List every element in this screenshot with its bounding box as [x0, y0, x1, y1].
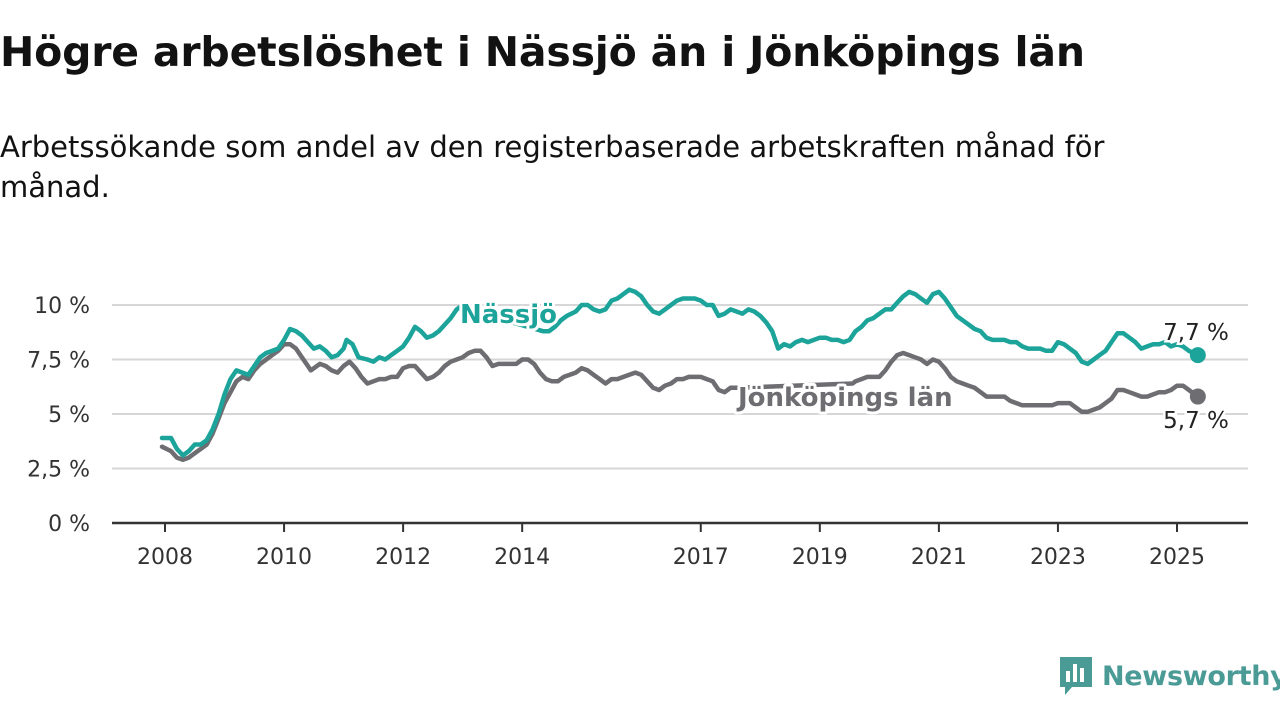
- data-label: 7,7 %: [1163, 320, 1229, 346]
- x-tick-label: 2008: [137, 545, 193, 570]
- data-label: 5,7 %: [1163, 408, 1229, 434]
- chart-subtitle: Arbetssökande som andel av den registerb…: [0, 130, 1105, 204]
- x-tick-label: 2025: [1149, 545, 1205, 570]
- series-line: [159, 287, 1201, 458]
- x-tick-label: 2014: [494, 545, 550, 570]
- y-tick-label: 0 %: [48, 512, 90, 537]
- y-tick-label: 2,5 %: [27, 458, 90, 483]
- brand-name: Newsworthy: [1102, 660, 1280, 692]
- series-end-marker: [1189, 388, 1206, 405]
- x-tick-label: 2017: [673, 545, 729, 570]
- series-label: Jönköpings län: [736, 383, 953, 413]
- series-end-marker: [1189, 347, 1206, 364]
- x-tick-label: 2012: [375, 545, 431, 570]
- x-tick-label: 2010: [256, 545, 312, 570]
- x-tick-label: 2021: [911, 545, 967, 570]
- series-line: [159, 341, 1201, 463]
- x-tick-label: 2019: [792, 545, 848, 570]
- newsworthy-logo-icon: [1060, 657, 1092, 695]
- y-tick-label: 5 %: [48, 403, 90, 428]
- newsworthy-logo: Newsworthy: [1058, 655, 1280, 697]
- x-tick-label: 2023: [1030, 545, 1086, 570]
- chart-title: Högre arbetslöshet i Nässjö än i Jönköpi…: [0, 28, 1085, 76]
- series-label: Nässjö: [460, 300, 557, 330]
- y-tick-label: 7,5 %: [27, 349, 90, 374]
- line-chart: 0 % 2,5 % 5 % 7,5 % 10 % 2008 2010 2012 2014 2017…: [27, 287, 1248, 570]
- y-tick-label: 10 %: [34, 294, 90, 319]
